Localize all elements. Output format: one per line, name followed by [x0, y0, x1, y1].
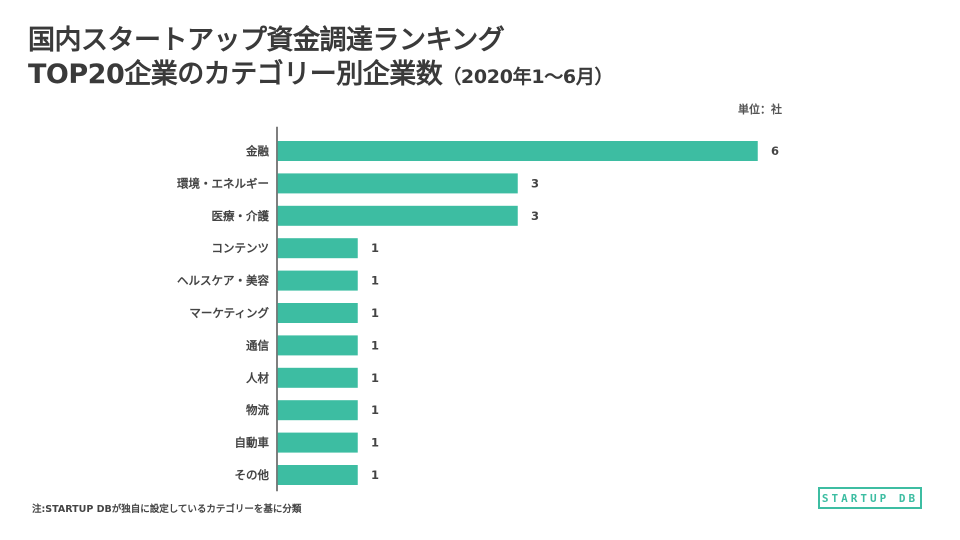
category-label: マーケティング [189, 306, 269, 320]
value-label: 1 [371, 338, 379, 352]
title-line1: 国内スタートアップ資金調達ランキング [28, 25, 505, 56]
bar [277, 432, 358, 453]
bar [277, 238, 358, 259]
category-label: その他 [235, 468, 270, 482]
title-line2: TOP20企業のカテゴリー別企業数 [28, 59, 443, 90]
category-label: 医療・介護 [212, 209, 270, 223]
bar [277, 367, 358, 388]
bar [277, 465, 358, 485]
value-label: 6 [771, 144, 779, 158]
chart-title: 国内スタートアップ資金調達ランキング TOP20企業のカテゴリー別企業数（202… [28, 24, 614, 94]
value-label: 3 [531, 209, 539, 223]
category-label: 金融 [245, 144, 269, 158]
value-label: 1 [371, 274, 379, 288]
category-label: 物流 [246, 403, 269, 417]
title-period: （2020年1〜6月） [442, 66, 614, 88]
category-label: コンテンツ [212, 241, 270, 255]
unit-label: 単位：社 [738, 103, 782, 116]
value-label: 1 [371, 403, 379, 417]
value-label: 3 [531, 176, 539, 190]
bar [277, 205, 518, 226]
bar [277, 141, 758, 161]
category-label: 自動車 [235, 436, 270, 450]
bar [277, 400, 358, 421]
category-label: 通信 [246, 338, 269, 352]
startup-db-logo: STARTUP DB [818, 487, 922, 509]
value-label: 1 [371, 436, 379, 450]
bar [277, 303, 358, 323]
value-label: 1 [371, 371, 379, 385]
category-label: 環境・エネルギー [177, 176, 269, 190]
bar [277, 335, 358, 356]
category-label: ヘルスケア・美容 [177, 274, 269, 288]
value-label: 1 [371, 306, 379, 320]
bar [277, 173, 518, 194]
value-label: 1 [371, 241, 379, 255]
footnote: 注:STARTUP DBが独自に設定しているカテゴリーを基に分類 [32, 504, 302, 515]
value-label: 1 [371, 468, 379, 482]
category-label: 人材 [246, 371, 269, 385]
bar [277, 270, 358, 291]
